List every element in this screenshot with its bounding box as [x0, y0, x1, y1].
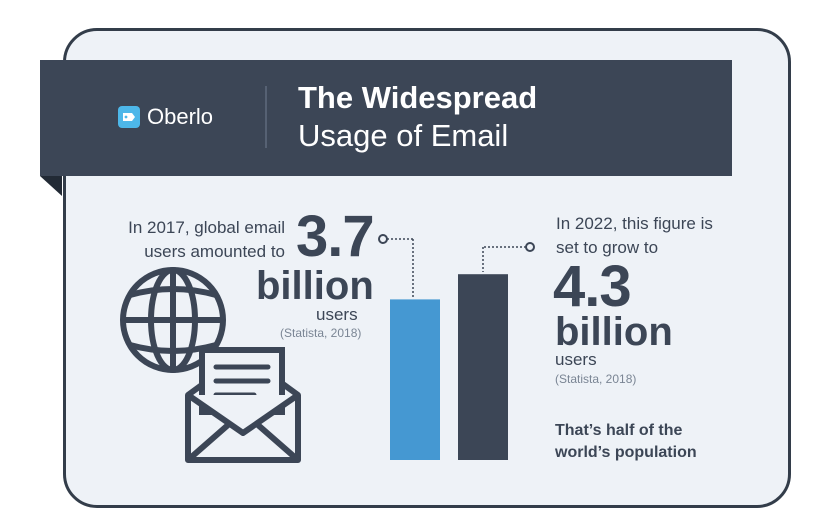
right-intro: In 2022, this figure is set to grow to — [556, 212, 713, 260]
left-stat-label: users — [316, 305, 358, 324]
right-stat-source: (Statista, 2018) — [555, 372, 637, 386]
bar-2022 — [458, 274, 508, 460]
population-note-line2: world’s population — [555, 444, 697, 461]
brand-logo: Oberlo — [118, 104, 213, 130]
population-note: That’s half of the world’s population — [555, 420, 697, 464]
page-title-line1: The Widespread — [298, 80, 538, 115]
connector-2017 — [378, 234, 414, 298]
bar-chart — [378, 234, 535, 460]
brand-name: Oberlo — [147, 104, 214, 129]
envelope-icon — [185, 347, 301, 463]
left-intro-line2: users amounted to — [144, 242, 285, 261]
left-intro-line1: In 2017, global email — [128, 218, 285, 237]
left-stat-number: 3.7 — [296, 204, 375, 269]
title-banner — [40, 60, 732, 176]
left-stat-unit: billion — [256, 264, 374, 308]
right-stat-number: 4.3 — [553, 254, 632, 319]
oberlo-tag-icon — [118, 106, 140, 128]
right-stat-label: users — [555, 350, 597, 369]
right-intro-line1: In 2022, this figure is — [556, 214, 713, 233]
left-stat-source: (Statista, 2018) — [280, 326, 362, 340]
connector-2022 — [482, 242, 535, 272]
left-intro: In 2017, global email users amounted to — [128, 216, 285, 264]
header-divider — [265, 86, 267, 148]
page-title-line2: Usage of Email — [298, 118, 509, 153]
banner-fold — [40, 176, 62, 196]
right-stat-unit: billion — [555, 310, 673, 354]
population-note-line1: That’s half of the — [555, 422, 683, 439]
right-intro-line2: set to grow to — [556, 238, 659, 257]
email-illustration — [118, 255, 313, 470]
bar-2017 — [390, 299, 440, 460]
